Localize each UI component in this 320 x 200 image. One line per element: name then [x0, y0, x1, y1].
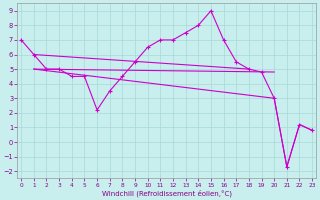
X-axis label: Windchill (Refroidissement éolien,°C): Windchill (Refroidissement éolien,°C): [102, 189, 232, 197]
